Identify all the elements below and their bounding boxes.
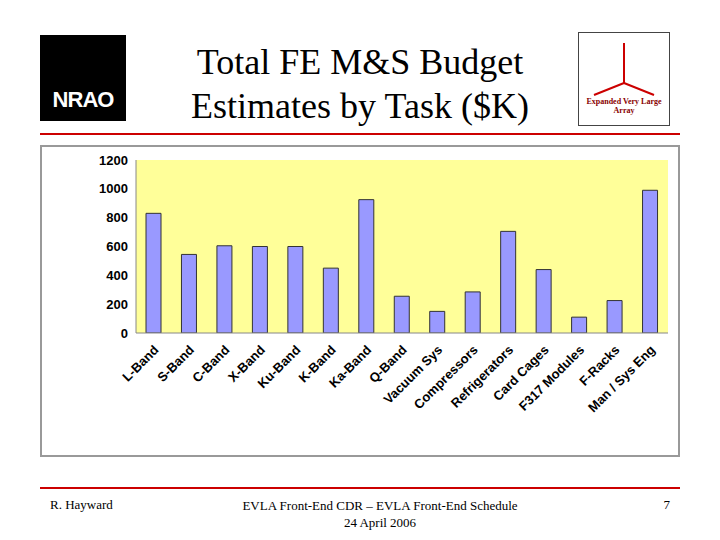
svg-text:F317 Modules: F317 Modules <box>515 342 588 414</box>
svg-text:C-Band: C-Band <box>189 342 232 385</box>
html-text:Total FE M&S Budget Estimates: Total FE M&S Budget Estimates by Task ($… <box>191 42 529 126</box>
svg-text:F-Racks: F-Racks <box>576 342 623 389</box>
svg-text:Compressors: Compressors <box>410 342 481 412</box>
svg-text:Man / Sys Eng: Man / Sys Eng <box>585 342 658 415</box>
svg-text:Vacuum Sys: Vacuum Sys <box>380 342 446 407</box>
svg-text:400: 400 <box>106 268 128 283</box>
svg-text:Ku-Band: Ku-Band <box>254 342 303 391</box>
html-text:24 April 2006: 24 April 2006 <box>343 515 417 530</box>
svg-text:800: 800 <box>106 210 128 225</box>
html-text:EVLA Front-End CDR – EVLA Fron: EVLA Front-End CDR – EVLA Front-End Sche… <box>242 498 518 513</box>
svg-text:1000: 1000 <box>99 181 128 196</box>
svg-text:600: 600 <box>106 239 128 254</box>
html-text:NRAO: NRAO <box>52 87 114 112</box>
svg-text:Card Cages: Card Cages <box>489 342 552 404</box>
svg-text:200: 200 <box>106 297 128 312</box>
svg-text:K-Band: K-Band <box>295 342 339 386</box>
svg-text:0: 0 <box>121 326 128 341</box>
svg-text:S-Band: S-Band <box>154 342 197 385</box>
svg-text:Q-Band: Q-Band <box>366 342 410 386</box>
svg-text:1200: 1200 <box>99 153 128 168</box>
html-text:7: 7 <box>663 497 670 512</box>
svg-text:L-Band: L-Band <box>119 342 161 384</box>
html-text:R. Hayward: R. Hayward <box>50 497 113 512</box>
svg-text:X-Band: X-Band <box>225 342 268 385</box>
svg-text:Refrigerators: Refrigerators <box>447 342 517 411</box>
html-text:Expanded Very Large Array: Expanded Very Large Array <box>586 97 662 115</box>
svg-text:Ka-Band: Ka-Band <box>326 342 374 390</box>
